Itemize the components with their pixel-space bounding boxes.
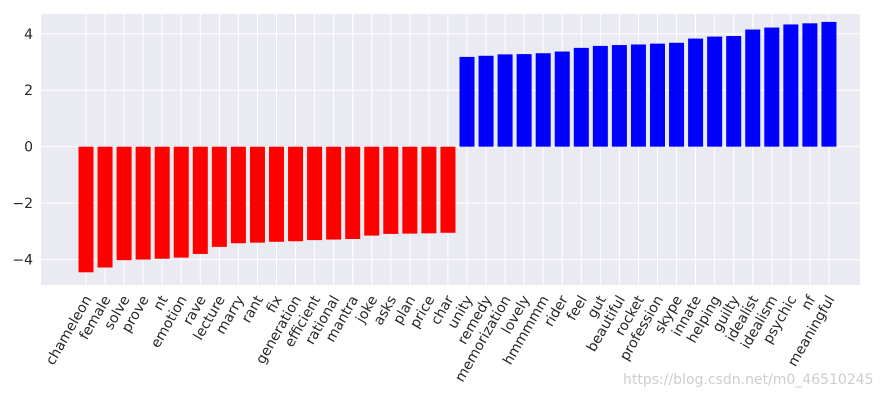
bar-remedy: [478, 55, 494, 147]
bar-nt: [154, 146, 170, 259]
bar-hmmmmm: [535, 53, 551, 147]
bar-rant: [249, 146, 265, 243]
x-tick-label-rant: rant: [239, 293, 267, 326]
bar-feel: [573, 47, 589, 147]
y-axis-ticks: −4 −2 0 2 4: [12, 27, 33, 269]
bar-meaningful: [821, 21, 837, 147]
bar-fix: [269, 146, 284, 242]
bar-idealist: [745, 29, 761, 147]
bar-guilty: [726, 36, 742, 147]
bars: [78, 21, 837, 273]
bar-prove: [135, 146, 151, 260]
bar-char: [440, 146, 456, 233]
bar-solve: [116, 146, 132, 261]
watermark-text: https://blog.csdn.net/m0_46510245: [623, 372, 874, 388]
bar-asks: [383, 146, 399, 234]
bar-marry: [230, 146, 246, 244]
bar-emotion: [173, 146, 189, 258]
y-tick-label: 2: [24, 83, 33, 99]
bar-gut: [592, 45, 608, 147]
x-tick-label-fix: fix: [264, 293, 286, 316]
x-axis-ticks: chameleonfemalesolveproventemotionravele…: [43, 292, 838, 385]
y-tick-label: 4: [24, 27, 33, 43]
bar-innate: [688, 38, 704, 147]
bar-memorization: [497, 54, 513, 147]
y-tick-label: 0: [24, 140, 33, 156]
y-tick-label: −4: [12, 253, 33, 269]
bar-lovely: [516, 54, 532, 147]
bar-generation: [288, 146, 304, 242]
bar-rave: [192, 146, 208, 254]
bar-beautiful: [611, 45, 627, 147]
bar-rocket: [630, 44, 646, 147]
bar-mantra: [345, 146, 361, 239]
bar-chameleon: [78, 146, 94, 273]
bar-female: [97, 146, 113, 268]
bar-lecture: [211, 146, 227, 247]
bar-rider: [554, 51, 570, 147]
bar-unity: [459, 56, 475, 147]
bar-idealism: [764, 27, 780, 147]
bar-skype: [669, 42, 685, 147]
bar-nf: [802, 23, 818, 147]
bar-price: [421, 146, 437, 234]
bar-psychic: [783, 24, 799, 147]
bar-rational: [326, 146, 342, 240]
y-tick-label: −2: [12, 196, 33, 212]
bar-profession: [650, 43, 665, 147]
bar-plan: [402, 146, 418, 234]
bar-helping: [707, 36, 723, 147]
bar-joke: [364, 146, 380, 236]
bar-efficient: [307, 146, 323, 241]
